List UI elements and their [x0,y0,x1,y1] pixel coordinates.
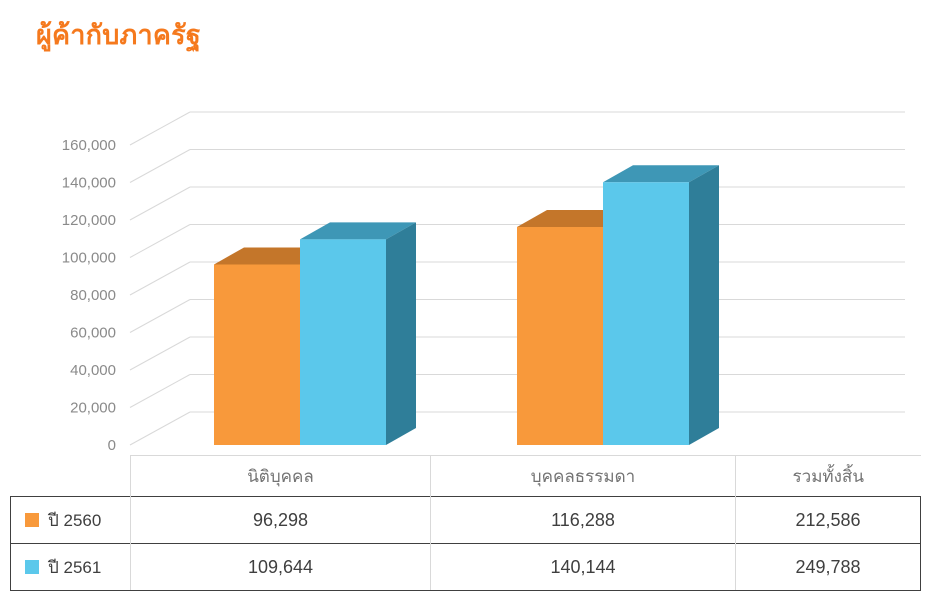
chart-data-table: นิติบุคคล บุคคลธรรมดา รวมทั้งสิ้น ปี 256… [10,455,921,591]
series-2561-swatch-icon [25,560,39,574]
gridline-left-wall [129,374,191,408]
column-header-individual: บุคคลธรรมดา [430,455,736,497]
value-2560-total: 212,586 [735,496,921,544]
value-2561-juristic: 109,644 [130,543,431,591]
bar-side-face [689,165,719,446]
column-header-juristic: นิติบุคคล [130,455,431,497]
column-header-total: รวมทั้งสิ้น [735,455,921,497]
bar-side-face [386,222,416,445]
series-2560-label: ปี 2560 [48,510,102,530]
y-axis-tick-label: 160,000 [62,137,116,154]
bar-front-face [214,264,300,445]
gridline-left-wall [129,336,191,371]
y-axis-tick-label: 0 [108,437,116,454]
table-row-2561: ปี 2561 109,644 140,144 249,788 [10,543,921,591]
y-axis-tick-label: 80,000 [70,287,116,304]
page-title: ผู้ค้ากับภาครัฐ [36,20,201,50]
bar-front-face [300,239,386,445]
table-header-row: นิติบุคคล บุคคลธรรมดา รวมทั้งสิ้น [10,455,921,497]
series-2560-swatch-icon [25,513,39,527]
value-2560-juristic: 96,298 [130,496,431,544]
y-axis-tick-label: 140,000 [62,175,116,192]
y-axis-tick-label: 60,000 [70,325,116,342]
y-axis-tick-label: 20,000 [70,400,116,417]
legend-cell-2560: ปี 2560 [10,496,131,544]
gridline-left-wall [129,299,191,333]
table-row-2560: ปี 2560 96,298 116,288 212,586 [10,496,921,544]
bar-top-face [300,222,416,240]
gridline-left-wall [129,149,191,183]
bar-top-face [603,165,719,183]
data-table: นิติบุคคล บุคคลธรรมดา รวมทั้งสิ้น ปี 256… [10,455,921,591]
table-corner-cell [10,455,131,497]
bar-front-face [603,182,689,446]
bar-front-face [517,226,603,445]
value-2561-total: 249,788 [735,543,921,591]
y-axis-tick-label: 120,000 [62,212,116,229]
gridline-left-wall [129,224,191,258]
bar-chart-canvas: 0 20,000 40,000 60,000 80,000 100,000 120,000 1… [62,111,905,454]
gridline-left-wall [129,261,191,296]
value-2561-individual: 140,144 [430,543,736,591]
gridline-left-wall [129,186,191,221]
gridline-left-wall [129,111,191,146]
legend-cell-2561: ปี 2561 [10,543,131,591]
value-2560-individual: 116,288 [430,496,736,544]
series-2561-label: ปี 2561 [48,557,102,577]
y-axis-tick-label: 100,000 [62,250,116,267]
y-axis-tick-label: 40,000 [70,362,116,379]
gridline-left-wall [129,411,191,446]
